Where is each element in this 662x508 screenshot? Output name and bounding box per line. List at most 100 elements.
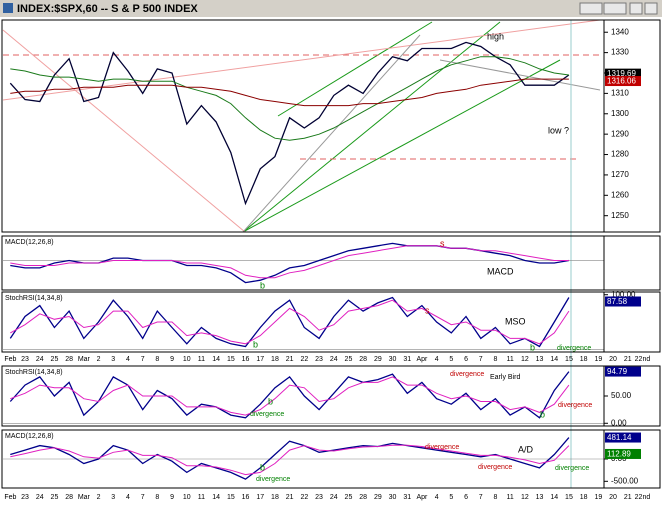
panel-label: MACD(12,26,8) (5, 433, 54, 440)
trend-lines (2, 19, 601, 488)
panel-label: MACD(12,26,8) (5, 239, 54, 246)
x-tick-label: 3 (111, 356, 115, 363)
y-tick-label: 1250 (611, 211, 629, 220)
x-tick-label: 3 (111, 494, 115, 501)
x-tick-label: 23 (315, 494, 323, 501)
price-tag-label: 481.14 (607, 433, 632, 442)
x-tick-label: 7 (141, 494, 145, 501)
series-line (10, 437, 570, 480)
series-line (10, 245, 569, 279)
price-tag (605, 76, 641, 87)
x-tick-label: 23 (21, 494, 29, 501)
series-line (10, 78, 569, 107)
axis-area (604, 20, 660, 232)
x-tick-label: 4 (126, 356, 130, 363)
price-tag (605, 68, 641, 79)
x-tick-label: 24 (36, 494, 44, 501)
window-button[interactable] (629, 2, 643, 15)
price-tag-label: 1316.06 (607, 77, 636, 86)
x-tick-label: 24 (330, 356, 338, 363)
annotation: low ? (548, 125, 569, 135)
x-tick-label: 25 (345, 494, 353, 501)
x-tick-label: 17 (256, 356, 264, 363)
x-tick-label: 7 (479, 356, 483, 363)
x-tick-label: 14 (212, 356, 220, 363)
x-tick-label: 8 (155, 494, 159, 501)
x-tick-label: Apr (416, 356, 428, 363)
series-line (10, 299, 570, 345)
x-tick-label: 7 (141, 356, 145, 363)
x-tick-label: 30 (389, 356, 397, 363)
price-tag (605, 448, 641, 459)
x-tick-label: 19 (594, 356, 602, 363)
x-tick-label: 9 (170, 494, 174, 501)
annotation: divergence (558, 402, 592, 409)
x-tick-label: 21 (286, 494, 294, 501)
price-tag-label: 112.89 (607, 450, 631, 459)
annotation: s (425, 305, 430, 315)
price-tag-label: 94.79 (607, 367, 628, 376)
x-tick-label: 15 (565, 494, 573, 501)
price-tag (605, 432, 641, 443)
x-tick-label: 25 (51, 494, 59, 501)
panel-label-bg (3, 237, 71, 246)
x-tick-label: 30 (389, 494, 397, 501)
x-tick-label: 4 (435, 494, 439, 501)
y-tick-label: 1260 (611, 190, 629, 199)
x-tick-label: 21 (624, 356, 632, 363)
x-tick-label: 28 (65, 494, 73, 501)
x-tick-label: Mar (78, 356, 91, 363)
x-tick-label: 15 (227, 356, 235, 363)
series-line (10, 376, 570, 416)
x-tick-label: 11 (507, 494, 514, 501)
panel-label-bg (3, 293, 71, 302)
window-button[interactable] (644, 2, 658, 15)
y-tick-label: -500.00 (611, 476, 639, 485)
series-line (10, 56, 569, 141)
x-tick-label: 28 (359, 356, 367, 363)
x-tick-label: 17 (256, 494, 264, 501)
x-tick-label: 21 (286, 356, 294, 363)
x-tick-label: 16 (242, 356, 250, 363)
x-tick-label: 22nd (635, 494, 651, 501)
price-tag-label: 1319.69 (607, 69, 636, 78)
x-tick-label: 11 (198, 356, 205, 363)
y-tick-label: 50.00 (611, 391, 632, 400)
x-tick-label: 19 (594, 494, 602, 501)
panel-frame (1, 291, 661, 353)
x-tick-label: 31 (403, 356, 411, 363)
price-tag (605, 296, 641, 307)
annotation: Early Bird (490, 374, 520, 381)
x-tick-label: 11 (198, 494, 205, 501)
window-button[interactable] (603, 2, 627, 15)
panel-frame (1, 19, 661, 233)
chart-title: INDEX:$SPX,60 -- S & P 500 INDEX (17, 3, 198, 15)
x-tick-label: 8 (155, 356, 159, 363)
x-tick-label: Feb (4, 494, 16, 501)
x-tick-label: 14 (550, 356, 558, 363)
annotation: divergence (555, 465, 589, 472)
x-tick-label: 9 (170, 356, 174, 363)
x-tick-label: 11 (507, 356, 514, 363)
y-tick-label: 1290 (611, 129, 629, 138)
x-tick-label: 2 (97, 356, 101, 363)
annotation: MACD (487, 266, 514, 276)
x-tick-label: 20 (609, 494, 617, 501)
x-tick-label: 8 (493, 494, 497, 501)
y-tick-label: 1280 (611, 150, 629, 159)
x-tick-label: 20 (609, 356, 617, 363)
x-tick-label: Feb (4, 356, 16, 363)
x-tick-label: 29 (374, 494, 382, 501)
y-tick-label: 1330 (611, 48, 629, 57)
x-tick-label: 2 (97, 494, 101, 501)
x-tick-label: 22nd (635, 356, 651, 363)
window-button[interactable] (579, 2, 603, 15)
x-tick-label: 24 (330, 494, 338, 501)
x-tick-label: 28 (65, 356, 73, 363)
x-tick-label: 13 (536, 356, 544, 363)
annotation: high (487, 31, 504, 41)
annotation: divergence (256, 476, 290, 483)
x-tick-label: 8 (493, 356, 497, 363)
